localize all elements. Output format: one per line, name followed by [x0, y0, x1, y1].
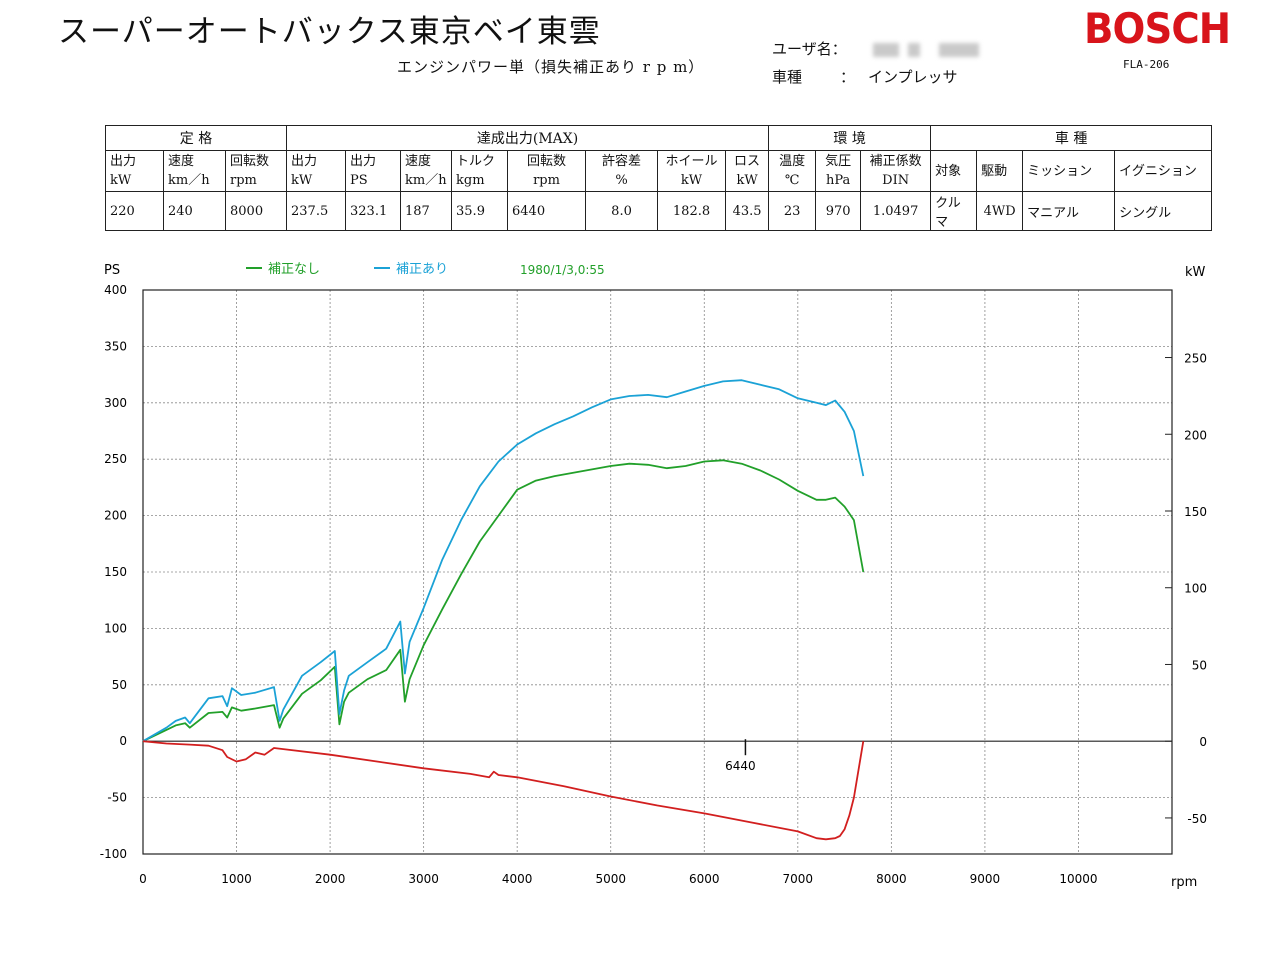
x-tick-label: 9000: [970, 872, 1001, 886]
right-tick-label: 150: [1184, 505, 1207, 519]
value-cell: マニアル: [1022, 191, 1116, 231]
y-tick-label: 400: [104, 283, 127, 297]
x-tick-label: 5000: [595, 872, 626, 886]
user-name-label: ユーザ名：: [772, 40, 847, 58]
left-axis-label: PS: [104, 263, 120, 278]
value-cell: 1.0497: [860, 191, 932, 231]
value-cell: 35.9: [451, 191, 509, 231]
x-tick-label: 4000: [502, 872, 533, 886]
value-cell: 6440: [507, 191, 587, 231]
right-tick-label: 250: [1184, 352, 1207, 366]
header-cell: 速度 km／h: [163, 150, 226, 192]
y-tick-label: -100: [100, 847, 127, 861]
value-cell: 43.5: [725, 191, 770, 231]
value-cell: 237.5: [286, 191, 347, 231]
vehicle-colon: ：: [840, 68, 856, 86]
vehicle-name: インプレッサ: [868, 68, 958, 86]
group-rated: 定 格: [104, 125, 288, 151]
header-cell: ミッション: [1022, 150, 1116, 192]
value-cell: 187: [400, 191, 453, 231]
peak-marker: 6440: [725, 739, 756, 773]
x-tick-label: 3000: [408, 872, 439, 886]
y-tick-label: 300: [104, 396, 127, 410]
header-cell: トルク kgm: [451, 150, 509, 192]
right-axis-label: kW: [1185, 265, 1206, 280]
header-cell: 回転数 rpm: [224, 150, 288, 192]
x-tick-label: 8000: [876, 872, 907, 886]
header-cell: 出力 PS: [345, 150, 402, 192]
legend-corrected: 補正あり: [396, 262, 448, 277]
header-cell: 気圧 hPa: [815, 150, 862, 192]
x-tick-label: 1000: [221, 872, 252, 886]
group-environment: 環 境: [768, 125, 932, 151]
right-tick-label: 50: [1192, 658, 1207, 672]
x-tick-label: 6000: [689, 872, 720, 886]
header-cell: イグニション: [1114, 150, 1213, 192]
y-tick-label: 0: [119, 734, 127, 748]
chart-ticks: 0 1000 2000 3000 4000 5000 6000 7000 8000 9000 100…: [100, 283, 1207, 886]
x-axis-label: rpm: [1171, 875, 1197, 890]
value-cell: シングル: [1114, 191, 1213, 231]
header-cell: 温度 ℃: [768, 150, 817, 192]
chart-grid: [143, 290, 1172, 854]
value-cell: 8000: [224, 191, 288, 231]
chart-timestamp: 1980/1/3,0:55: [520, 263, 605, 277]
y-tick-label: 100: [104, 621, 127, 635]
shop-title: スーパーオートバックス東京ベイ東雲: [58, 14, 601, 50]
header-cell: ホイール kW: [657, 150, 727, 192]
power-chart: 0 1000 2000 3000 4000 5000 6000 7000 8000 9000 100…: [100, 262, 1207, 890]
x-tick-label: 0: [139, 872, 147, 886]
header-cell: 許容差%: [585, 150, 659, 192]
value-cell: 970: [815, 191, 862, 231]
value-cell: 4WD: [976, 191, 1024, 231]
header-cell: 出力 kW: [286, 150, 347, 192]
x-tick-label: 10000: [1059, 872, 1097, 886]
user-name-redacted: [873, 42, 900, 57]
header-cell: 補正係数 DIN: [860, 150, 932, 192]
y-tick-label: 250: [104, 452, 127, 466]
value-cell: 182.8: [657, 191, 727, 231]
x-tick-label: 2000: [315, 872, 346, 886]
group-vehicle: 車 種: [930, 125, 1213, 151]
header-cell: ロス kW: [725, 150, 770, 192]
y-tick-label: 50: [112, 678, 127, 692]
y-tick-label: 200: [104, 509, 127, 523]
series-line: [142, 379, 865, 742]
header-cell: 出力 kW: [105, 150, 164, 192]
right-tick-label: 200: [1184, 428, 1207, 442]
chart-series: [142, 379, 865, 841]
group-achieved: 達成出力(MAX): [286, 125, 770, 151]
legend-uncorrected: 補正なし: [268, 262, 320, 277]
form-code: FLA-206: [1123, 58, 1170, 71]
marker-label: 6440: [725, 759, 756, 773]
header-cell: 速度 km／h: [400, 150, 453, 192]
y-tick-label: 350: [104, 339, 127, 353]
right-tick-label: -50: [1187, 812, 1207, 826]
y-tick-label: -50: [107, 791, 127, 805]
right-tick-label: 100: [1184, 582, 1207, 596]
user-name-redacted: [908, 42, 921, 57]
x-tick-label: 7000: [783, 872, 814, 886]
plot-frame: [142, 289, 1173, 855]
user-name-row: ユーザ名：: [772, 38, 980, 59]
user-name-redacted: [939, 42, 980, 57]
value-cell: 23: [768, 191, 817, 231]
value-cell: 8.0: [585, 191, 659, 231]
right-tick-label: 0: [1199, 735, 1207, 749]
header-cell: 対象: [930, 150, 978, 192]
value-cell: 240: [163, 191, 226, 231]
page-subtitle: エンジンパワー単（損失補正あり r p m）: [397, 58, 705, 76]
y-tick-label: 150: [104, 565, 127, 579]
header-cell: 回転数 rpm: [507, 150, 587, 192]
value-cell: 220: [105, 191, 164, 231]
bosch-logo: BOSCH: [1084, 4, 1231, 53]
value-cell: クルマ: [930, 191, 978, 231]
vehicle-label: 車種: [772, 68, 803, 86]
series-line: [142, 740, 865, 841]
summary-table: 定 格 達成出力(MAX) 環 境 車 種 出力 kW 速度 km／h 回転数 rpm…: [104, 125, 1213, 231]
header-cell: 駆動: [976, 150, 1024, 192]
value-cell: 323.1: [345, 191, 402, 231]
series-line: [142, 459, 865, 743]
